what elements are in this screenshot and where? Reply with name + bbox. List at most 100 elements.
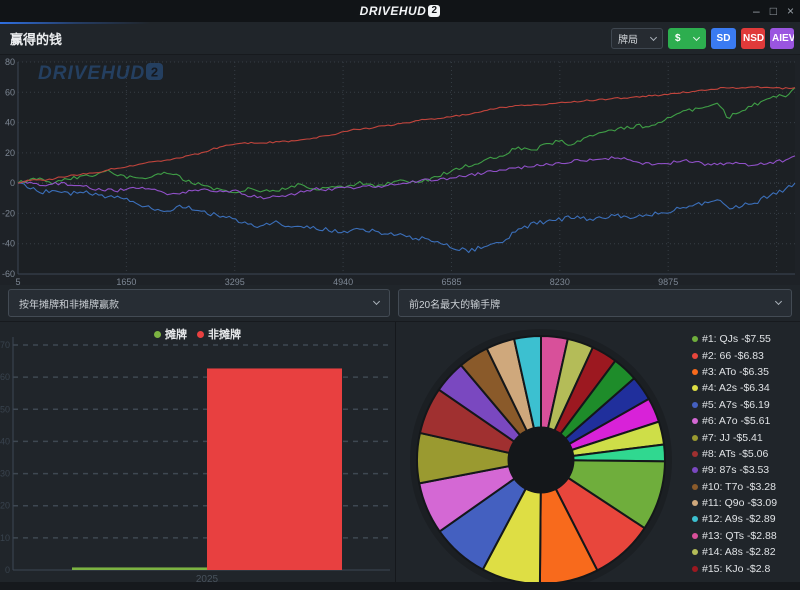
pie-legend-item[interactable]: #12: A9s -$2.89: [692, 511, 800, 527]
legend-dot-icon: [692, 483, 698, 490]
legend-label: #12: A9s -$2.89: [702, 513, 776, 526]
pie-legend-item[interactable]: #7: JJ -$5.41: [692, 429, 800, 445]
svg-text:8230: 8230: [550, 277, 570, 285]
bottom-charts-row: 摊牌 非摊牌 0 10 20 30 40 50 60 70 2025 #1: QJs -$7.5…: [0, 322, 800, 590]
svg-text:20: 20: [5, 148, 15, 158]
legend-dot-icon: [692, 352, 698, 359]
pie-legend-item[interactable]: #10: T7o -$3.28: [692, 479, 800, 495]
svg-text:70: 70: [0, 340, 10, 350]
legend-label: #3: ATo -$6.35: [702, 365, 769, 378]
legend-item-non-showdown: 非摊牌: [197, 326, 241, 342]
svg-text:9875: 9875: [658, 277, 678, 285]
legend-label: #10: T7o -$3.28: [702, 480, 776, 493]
svg-text:-40: -40: [2, 239, 15, 249]
legend-label: 摊牌: [165, 329, 187, 341]
pie-legend-item[interactable]: #14: A8s -$2.82: [692, 544, 800, 560]
legend-label: #1: QJs -$7.55: [702, 333, 771, 346]
legend-dot-icon: [692, 467, 698, 474]
svg-text:20: 20: [0, 501, 10, 511]
pie-legend-item[interactable]: #2: 66 -$6.83: [692, 347, 800, 363]
top-losing-hands-pie: #1: QJs -$7.55 #2: 66 -$6.83 #3: ATo -$6.3…: [396, 322, 800, 590]
svg-text:40: 40: [0, 436, 10, 446]
legend-label: #6: A7o -$5.61: [702, 415, 771, 428]
bar-非摊牌: [207, 368, 342, 570]
pie-legend-item[interactable]: #13: QTs -$2.88: [692, 528, 800, 544]
pie-chart-legend: #1: QJs -$7.55 #2: 66 -$6.83 #3: ATo -$6.3…: [692, 331, 800, 577]
svg-text:6585: 6585: [441, 277, 461, 285]
chevron-down-icon: [649, 33, 658, 41]
svg-text:0: 0: [5, 565, 10, 575]
report-filters-row: 按年摊牌和非摊牌赢款 前20名最大的输手牌: [0, 285, 800, 322]
legend-label: #4: A2s -$6.34: [702, 382, 770, 395]
svg-text:4940: 4940: [333, 277, 353, 285]
legend-label: #11: Q9o -$3.09: [702, 497, 778, 510]
currency-value: $: [675, 33, 681, 44]
svg-text:DRIVEHUD: DRIVEHUD: [38, 63, 145, 84]
showdown-bar-chart: 摊牌 非摊牌 0 10 20 30 40 50 60 70 2025: [0, 322, 395, 590]
legend-dot-icon: [197, 330, 204, 338]
pie-legend-item[interactable]: #6: A7o -$5.61: [692, 413, 800, 429]
legend-dot-icon: [692, 368, 698, 375]
pie-legend-item[interactable]: #3: ATo -$6.35: [692, 364, 800, 380]
pie-legend-item[interactable]: #5: A7s -$6.19: [692, 397, 800, 413]
window-footer: [0, 582, 800, 590]
pie-legend-item[interactable]: #1: QJs -$7.55: [692, 331, 800, 347]
page-title: 赢得的钱: [10, 31, 63, 47]
series-purple-line: [17, 155, 796, 200]
svg-text:2025: 2025: [196, 574, 219, 585]
close-icon[interactable]: ×: [786, 4, 794, 18]
legend-label: #15: KJo -$2.8: [702, 562, 771, 575]
left-report-value: 按年摊牌和非摊牌赢款: [19, 299, 119, 311]
pie-legend-item[interactable]: #11: Q9o -$3.09: [692, 495, 800, 511]
legend-label: #9: 87s -$3.53: [702, 464, 770, 477]
legend-dot-icon: [692, 516, 698, 523]
chart-watermark: DRIVEHUD 2: [38, 63, 163, 84]
svg-text:3295: 3295: [225, 277, 245, 285]
legend-dot-icon: [692, 549, 698, 556]
chevron-down-icon: [692, 33, 701, 41]
left-report-dropdown[interactable]: 按年摊牌和非摊牌赢款: [8, 289, 390, 317]
legend-dot-icon: [692, 500, 698, 507]
svg-text:50: 50: [0, 404, 10, 414]
svg-text:60: 60: [0, 372, 10, 382]
pie-chart-svg: [410, 329, 672, 590]
logo-badge-icon: 2: [428, 5, 441, 17]
legend-dot-icon: [692, 385, 698, 392]
svg-text:-20: -20: [2, 208, 15, 218]
panel-divider: [395, 322, 396, 590]
legend-dot-icon: [692, 336, 698, 343]
svg-text:10: 10: [0, 533, 10, 543]
aiev-toggle-button[interactable]: AIEV: [770, 28, 794, 49]
nsd-toggle-button[interactable]: NSD: [741, 28, 765, 49]
pie-legend-item[interactable]: #9: 87s -$3.53: [692, 462, 800, 478]
legend-label: #2: 66 -$6.83: [702, 349, 764, 362]
svg-text:80: 80: [5, 57, 15, 67]
pie-legend-item[interactable]: #8: ATs -$5.06: [692, 446, 800, 462]
pie-legend-item[interactable]: #15: KJo -$2.8: [692, 560, 800, 576]
svg-text:60: 60: [5, 87, 15, 97]
legend-label: #8: ATs -$5.06: [702, 447, 769, 460]
legend-dot-icon: [154, 330, 161, 338]
legend-label: #13: QTs -$2.88: [702, 529, 777, 542]
pie-legend-item[interactable]: #4: A2s -$6.34: [692, 380, 800, 396]
svg-text:2: 2: [151, 65, 158, 80]
series-blue-line: [18, 182, 796, 254]
winnings-line-chart: 80 60 40 20 0 -20 -40 -60 5 1650 3295 4940 6585 8230 9…: [0, 55, 800, 285]
hands-filter-dropdown[interactable]: 牌局: [611, 28, 663, 49]
logo-text: DRIVEHUD: [359, 4, 427, 18]
svg-text:5: 5: [15, 277, 20, 285]
currency-dropdown[interactable]: $: [668, 28, 706, 49]
chevron-down-icon: [372, 297, 381, 306]
bar-摊牌: [72, 567, 207, 570]
legend-label: #7: JJ -$5.41: [702, 431, 763, 444]
svg-text:1650: 1650: [116, 277, 136, 285]
app-logo: DRIVEHUD 2: [360, 4, 441, 18]
maximize-icon[interactable]: □: [769, 4, 777, 18]
right-report-dropdown[interactable]: 前20名最大的输手牌: [398, 289, 792, 317]
minimize-icon[interactable]: –: [753, 4, 760, 18]
line-chart-svg: 80 60 40 20 0 -20 -40 -605 1650 3295 4940 6585 8230 9…: [2, 57, 796, 285]
sd-toggle-button[interactable]: SD: [711, 28, 736, 49]
chevron-down-icon: [774, 297, 783, 306]
legend-dot-icon: [692, 450, 698, 457]
right-report-value: 前20名最大的输手牌: [409, 299, 501, 311]
